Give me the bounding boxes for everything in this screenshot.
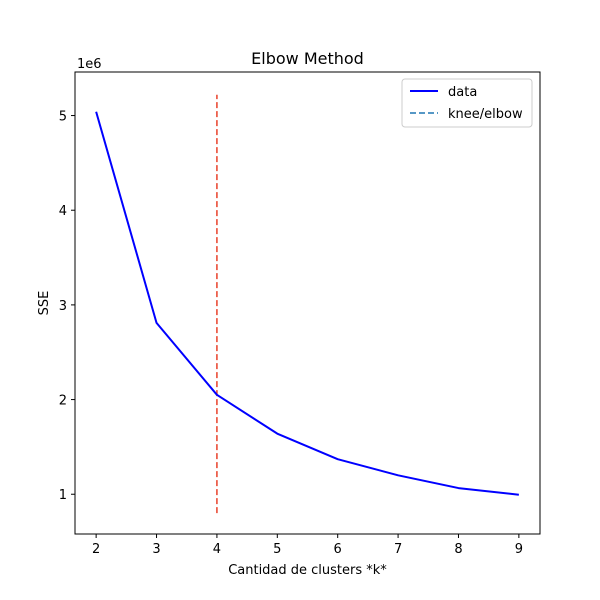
y-ticks: 1 2 3 4 5 — [59, 110, 75, 503]
y-tick-label: 4 — [59, 204, 67, 219]
x-tick-label: 2 — [92, 542, 100, 557]
plot-frame — [74, 71, 541, 535]
y-tick-label: 2 — [59, 394, 67, 409]
x-tick-label: 9 — [515, 542, 523, 557]
x-tick-label: 4 — [213, 542, 221, 557]
y-tick-label: 1 — [59, 488, 67, 503]
legend: data knee/elbow — [401, 78, 533, 128]
legend-label-data: data — [448, 85, 477, 100]
x-tick-label: 6 — [334, 542, 342, 557]
x-tick-label: 7 — [394, 542, 402, 557]
x-ticks: 2 3 4 5 6 7 8 9 — [92, 534, 523, 557]
x-tick-label: 5 — [273, 542, 281, 557]
x-tick-label: 3 — [152, 542, 160, 557]
y-tick-label: 5 — [59, 110, 67, 125]
x-axis-label: Cantidad de clusters *k* — [228, 563, 387, 578]
y-axis-label: SSE — [37, 291, 52, 316]
legend-label-knee: knee/elbow — [448, 107, 523, 122]
chart-title: Elbow Method — [251, 49, 364, 68]
x-tick-label: 8 — [454, 542, 462, 557]
series-layer — [95, 111, 519, 496]
y-offset-label: 1e6 — [77, 57, 102, 72]
series-line-data — [95, 111, 519, 496]
y-tick-label: 3 — [59, 299, 67, 314]
